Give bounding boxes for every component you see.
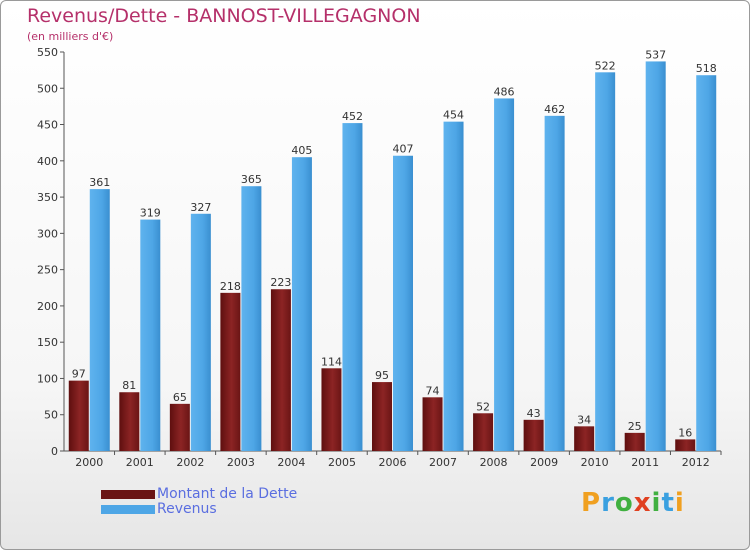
bar-revenus-2003 [241, 186, 262, 451]
logo-letter: i [674, 488, 685, 518]
bar-dette-2005 [321, 368, 342, 451]
bar-revenus-2010 [595, 72, 616, 451]
data-label-dette-2007: 74 [426, 384, 440, 397]
x-tick-label: 2004 [277, 456, 305, 469]
data-label-revenus-2010: 522 [595, 59, 616, 72]
x-tick-label: 2008 [480, 456, 508, 469]
data-label-revenus-2004: 405 [291, 144, 312, 157]
y-tick-label: 200 [37, 300, 58, 313]
data-label-revenus-2005: 452 [342, 110, 363, 123]
data-label-dette-2008: 52 [476, 400, 490, 413]
logo-letter: i [651, 488, 662, 518]
legend-swatch-revenus [101, 505, 155, 514]
chart-subtitle: (en milliers d'€) [27, 30, 114, 43]
data-label-revenus-2003: 365 [241, 173, 262, 186]
y-tick-label: 250 [37, 264, 58, 277]
bar-dette-2001 [119, 392, 140, 451]
bar-dette-2006 [372, 382, 392, 451]
bar-dette-2009 [523, 419, 544, 451]
data-label-dette-2003: 218 [220, 280, 241, 293]
x-tick-label: 2007 [429, 456, 457, 469]
x-tick-label: 2010 [581, 456, 609, 469]
data-label-dette-2010: 34 [577, 413, 591, 426]
y-tick-label: 500 [37, 82, 58, 95]
bar-revenus-2005 [342, 123, 363, 451]
x-tick-label: 2003 [227, 456, 255, 469]
data-label-dette-2012: 16 [678, 426, 692, 439]
data-label-dette-2011: 25 [628, 420, 642, 433]
x-tick-label: 2009 [530, 456, 558, 469]
legend-label-dette: Montant de la Dette [157, 486, 298, 502]
bar-dette-2007 [422, 397, 443, 451]
logo-letter: t [661, 488, 675, 518]
y-tick-label: 50 [44, 409, 58, 422]
y-tick-label: 450 [37, 119, 58, 132]
data-label-dette-2001: 81 [122, 379, 136, 392]
logo-letter: x [633, 488, 652, 518]
logo-letter: r [601, 488, 615, 518]
data-label-revenus-2000: 361 [89, 176, 110, 189]
data-label-revenus-2008: 486 [494, 85, 515, 98]
data-label-dette-2000: 97 [72, 368, 86, 381]
x-tick-label: 2001 [126, 456, 154, 469]
bar-revenus-2001 [140, 219, 161, 451]
bar-dette-2000 [68, 380, 89, 451]
bar-revenus-2008 [494, 98, 515, 452]
bar-dette-2012 [675, 439, 696, 451]
chart-title: Revenus/Dette - BANNOST-VILLEGAGNON [27, 5, 421, 27]
bar-dette-2002 [169, 403, 190, 451]
data-label-revenus-2007: 454 [443, 109, 464, 122]
x-tick-label: 2002 [176, 456, 204, 469]
data-label-revenus-2012: 518 [696, 62, 717, 75]
y-tick-label: 300 [37, 227, 58, 240]
bar-dette-2011 [624, 432, 645, 451]
data-labels: 97 361 81 319 65 327 218 365 223 405 114 452 95 407 74… [72, 48, 717, 439]
data-label-dette-2006: 95 [375, 369, 389, 382]
bar-revenus-2002 [190, 213, 211, 451]
legend-label-revenus: Revenus [157, 501, 217, 517]
bar-revenus-2011 [645, 61, 666, 451]
y-tick-label: 350 [37, 191, 58, 204]
bar-revenus-2012 [696, 75, 717, 452]
logo-letter: o [614, 488, 634, 518]
x-tick-label: 2005 [328, 456, 356, 469]
bar-revenus-2007 [443, 121, 464, 451]
y-tick-label: 0 [51, 445, 58, 458]
data-label-revenus-2009: 462 [544, 103, 565, 116]
bar-dette-2004 [270, 289, 291, 451]
data-label-revenus-2006: 407 [393, 143, 414, 156]
y-tick-label: 100 [37, 372, 58, 385]
data-label-revenus-2002: 327 [190, 201, 211, 214]
data-label-dette-2005: 114 [321, 355, 342, 368]
x-tick-label: 2006 [379, 456, 407, 469]
proxiti-logo: Proxiti [581, 488, 685, 518]
bars [68, 61, 717, 452]
bar-dette-2010 [574, 426, 595, 451]
y-tick-label: 400 [37, 155, 58, 168]
bar-revenus-2006 [393, 155, 413, 452]
bar-dette-2008 [473, 413, 494, 451]
bar-revenus-2000 [89, 189, 110, 452]
x-tick-label: 2011 [631, 456, 659, 469]
data-label-dette-2009: 43 [527, 407, 541, 420]
bar-dette-2003 [220, 292, 241, 451]
y-tick-label: 150 [37, 336, 58, 349]
x-tick-label: 2000 [75, 456, 103, 469]
data-label-revenus-2011: 537 [645, 48, 666, 61]
legend-swatch-dette [101, 490, 155, 499]
bar-revenus-2009 [544, 115, 565, 451]
data-label-dette-2004: 223 [270, 276, 291, 289]
x-tick-label: 2012 [682, 456, 710, 469]
bar-revenus-2004 [291, 157, 312, 451]
logo-letter: P [581, 488, 602, 518]
data-label-revenus-2001: 319 [140, 207, 161, 220]
y-tick-label: 550 [37, 46, 58, 59]
data-label-dette-2002: 65 [173, 391, 187, 404]
